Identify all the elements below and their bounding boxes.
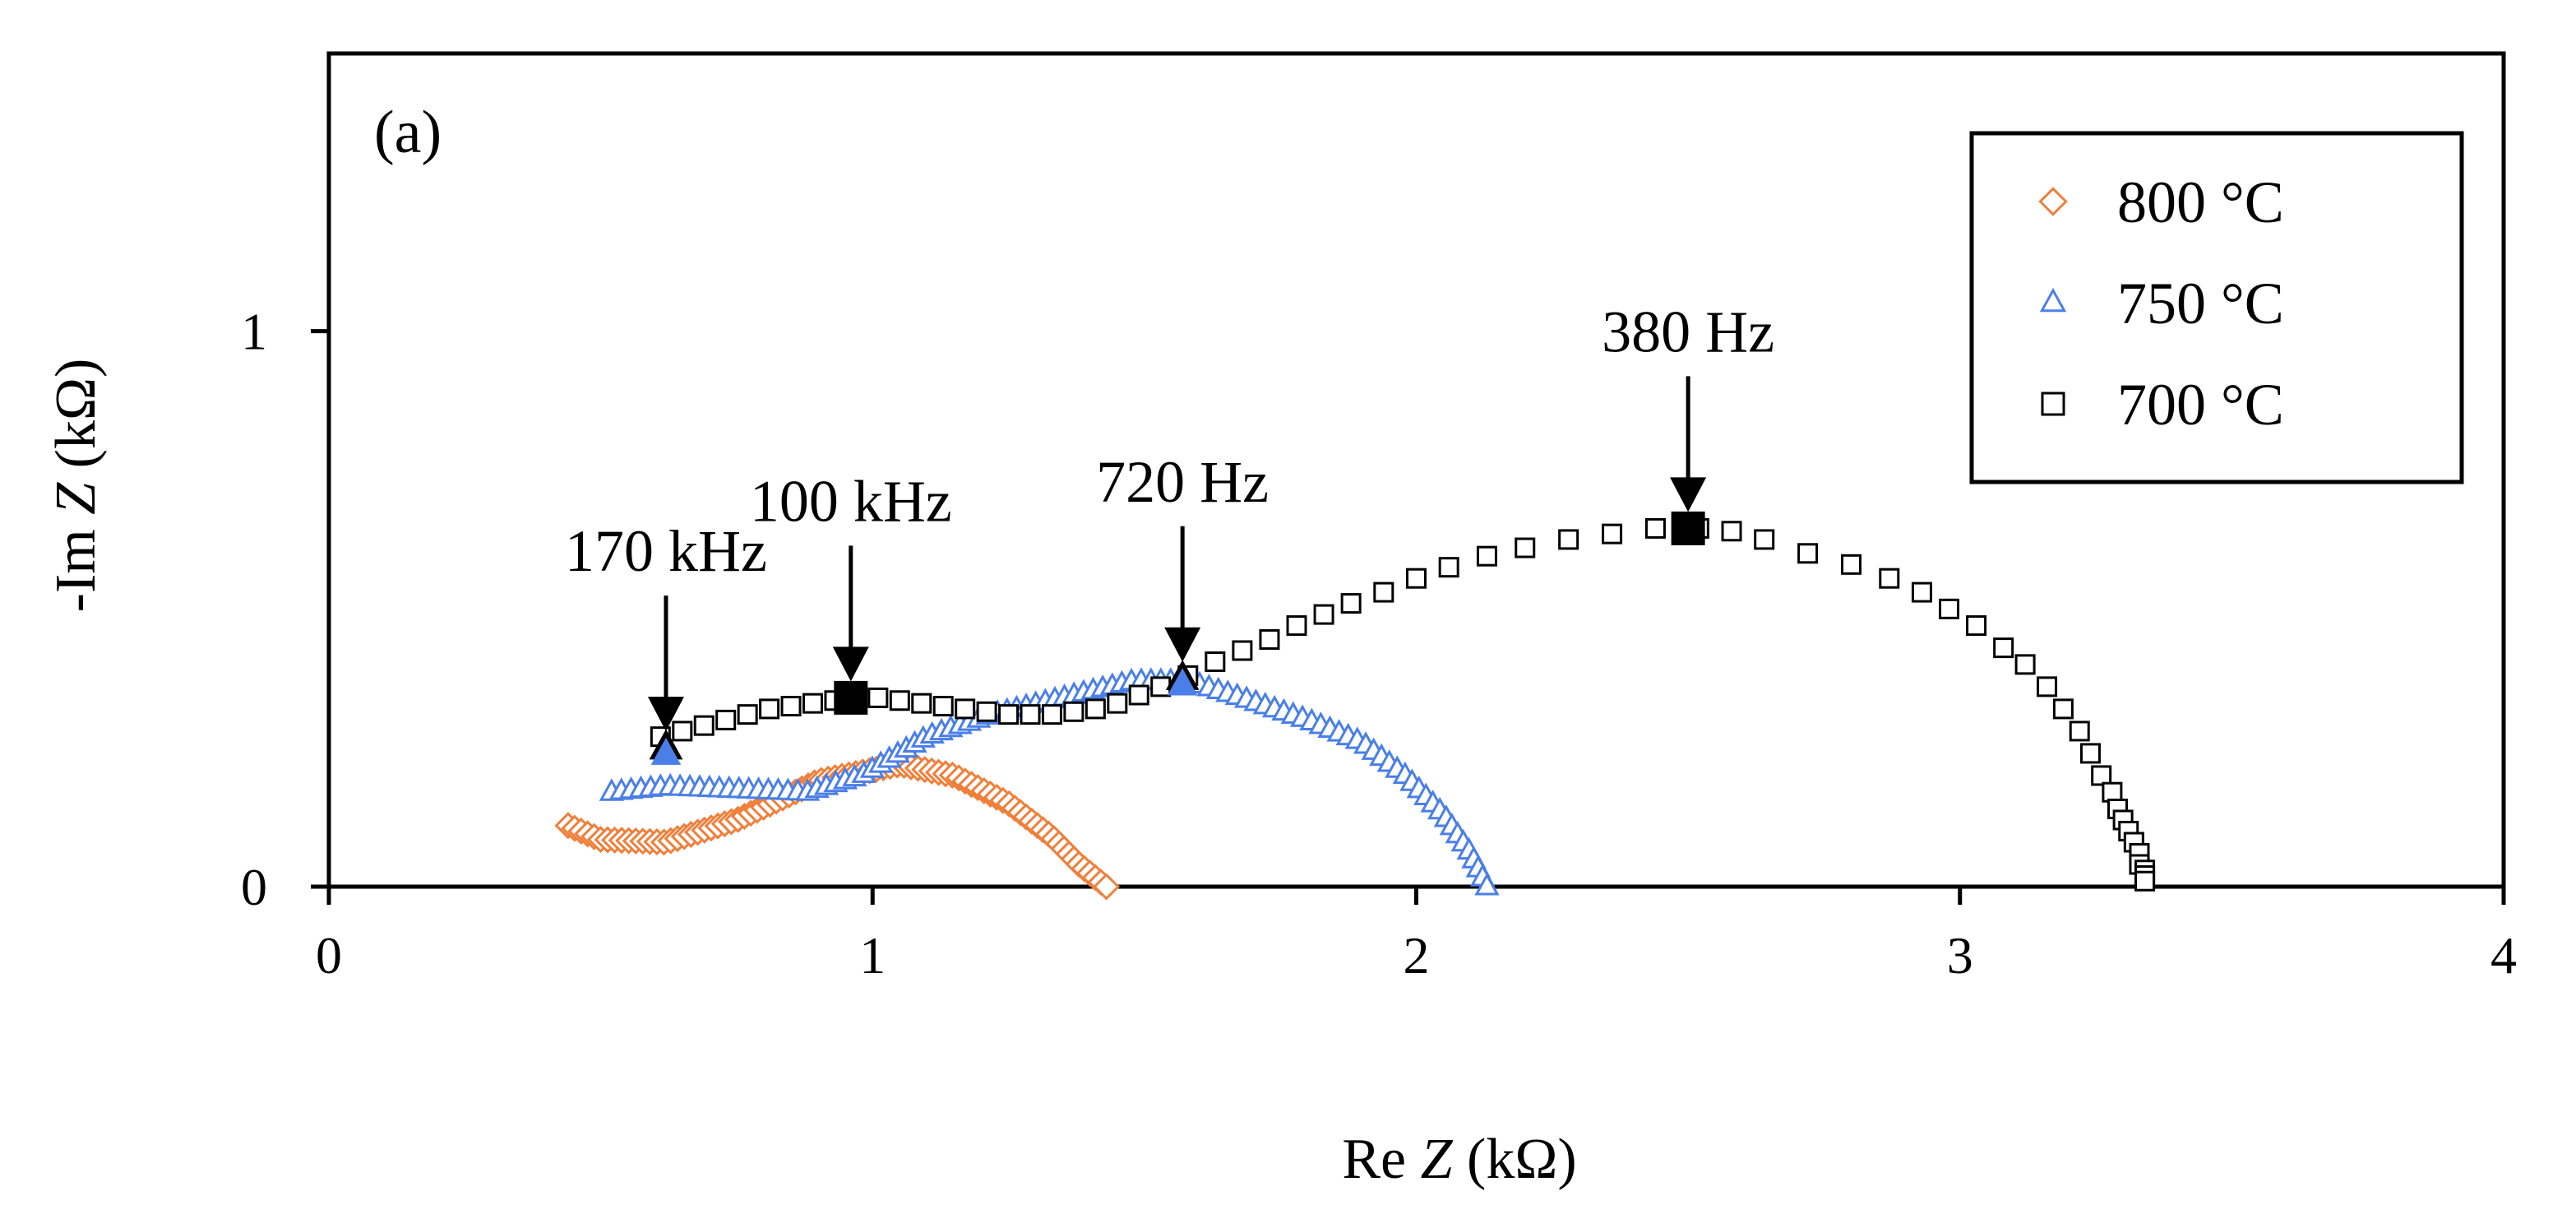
annotation-label: 100 kHz xyxy=(750,468,952,534)
data-point xyxy=(1966,615,1987,637)
data-point xyxy=(1107,693,1128,714)
data-point xyxy=(1128,684,1149,706)
data-point xyxy=(1476,545,1497,567)
data-point xyxy=(2037,676,2058,697)
data-point xyxy=(1085,698,1106,720)
data-point xyxy=(2069,721,2090,742)
data-point xyxy=(889,690,910,711)
data-point xyxy=(1340,593,1362,614)
data-point xyxy=(1879,568,1900,589)
panel-label: (a) xyxy=(374,99,442,166)
data-point xyxy=(802,693,824,714)
x-axis-label: Re Z (kΩ) xyxy=(1342,1128,1576,1191)
data-point xyxy=(1602,523,1623,544)
data-point xyxy=(1259,628,1280,650)
legend-marker xyxy=(2038,187,2068,216)
data-point xyxy=(1286,615,1307,637)
annotation-label: 170 kHz xyxy=(565,518,767,584)
legend-marker xyxy=(2041,392,2065,416)
data-point xyxy=(976,701,997,722)
data-point xyxy=(2014,654,2036,675)
legend-label: 700 °C xyxy=(2117,372,2284,438)
data-point xyxy=(1232,640,1253,661)
annotation-arrowhead xyxy=(832,646,869,682)
legend-label: 750 °C xyxy=(2117,271,2284,336)
data-point xyxy=(2091,765,2112,786)
x-tick-label: 1 xyxy=(859,926,886,985)
data-point xyxy=(2134,870,2156,892)
legend-marker xyxy=(2039,287,2067,313)
legend-label: 800 °C xyxy=(2117,169,2284,235)
data-point xyxy=(998,704,1020,725)
data-point xyxy=(1797,543,1819,564)
highlighted-point xyxy=(834,680,868,715)
data-point xyxy=(759,698,780,720)
data-point xyxy=(1993,637,2014,659)
annotation-label: 720 Hz xyxy=(1096,449,1269,515)
data-point xyxy=(1373,582,1394,603)
data-point xyxy=(737,704,758,725)
data-point xyxy=(1438,557,1459,578)
x-tick-label: 4 xyxy=(2490,926,2517,985)
series-layer xyxy=(554,517,2156,901)
data-point xyxy=(1313,604,1334,625)
axis-layer: 0 1 2 3 4 0 1 xyxy=(241,303,2517,985)
annotation: 380 Hz xyxy=(1602,299,1774,545)
data-point xyxy=(1558,529,1579,550)
x-tick-label: 0 xyxy=(316,926,342,985)
annotation-label: 380 Hz xyxy=(1602,299,1774,364)
data-point xyxy=(780,696,802,717)
data-point xyxy=(1041,704,1062,725)
annotation-arrowhead xyxy=(647,697,684,732)
data-point xyxy=(1721,521,1742,542)
annotation: 720 Hz xyxy=(1096,449,1269,696)
annotation-arrowhead xyxy=(1670,477,1707,512)
data-point xyxy=(932,696,954,717)
data-point xyxy=(2102,781,2123,803)
data-point xyxy=(1406,568,1427,589)
data-point xyxy=(1515,537,1536,558)
y-tick-label: 0 xyxy=(241,858,267,916)
data-point xyxy=(1939,598,1960,619)
data-point xyxy=(1754,529,1775,550)
y-axis-label: -Im Z (kΩ) xyxy=(44,359,108,613)
data-point xyxy=(867,687,889,708)
annotation: 170 kHz xyxy=(565,518,767,765)
data-point xyxy=(1205,651,1226,672)
data-point xyxy=(1020,704,1041,725)
highlighted-point-fill xyxy=(650,737,682,765)
data-point xyxy=(1063,701,1085,722)
annotation: 100 kHz xyxy=(750,468,952,715)
data-point xyxy=(672,721,693,742)
legend-items: 800 °C 750 °C 700 °C xyxy=(2038,169,2284,438)
data-point xyxy=(1474,873,1500,896)
annotation-arrowhead xyxy=(1164,627,1201,662)
y-tick-label: 1 xyxy=(241,303,267,361)
data-point xyxy=(1911,582,1932,603)
data-point xyxy=(2052,698,2074,720)
data-point xyxy=(2079,743,2101,764)
data-point xyxy=(1644,517,1666,539)
data-point xyxy=(911,693,932,714)
highlighted-point xyxy=(1671,511,1705,545)
data-point xyxy=(1093,873,1121,901)
data-point xyxy=(715,709,737,730)
x-tick-label: 3 xyxy=(1947,926,1973,985)
highlighted-point-fill xyxy=(1167,668,1198,696)
data-point xyxy=(693,715,715,736)
x-tick-label: 2 xyxy=(1404,926,1430,985)
data-point xyxy=(955,698,976,720)
data-point xyxy=(1150,676,1172,697)
legend: 800 °C 750 °C 700 °C xyxy=(1969,131,2464,484)
data-point xyxy=(1841,554,1861,575)
